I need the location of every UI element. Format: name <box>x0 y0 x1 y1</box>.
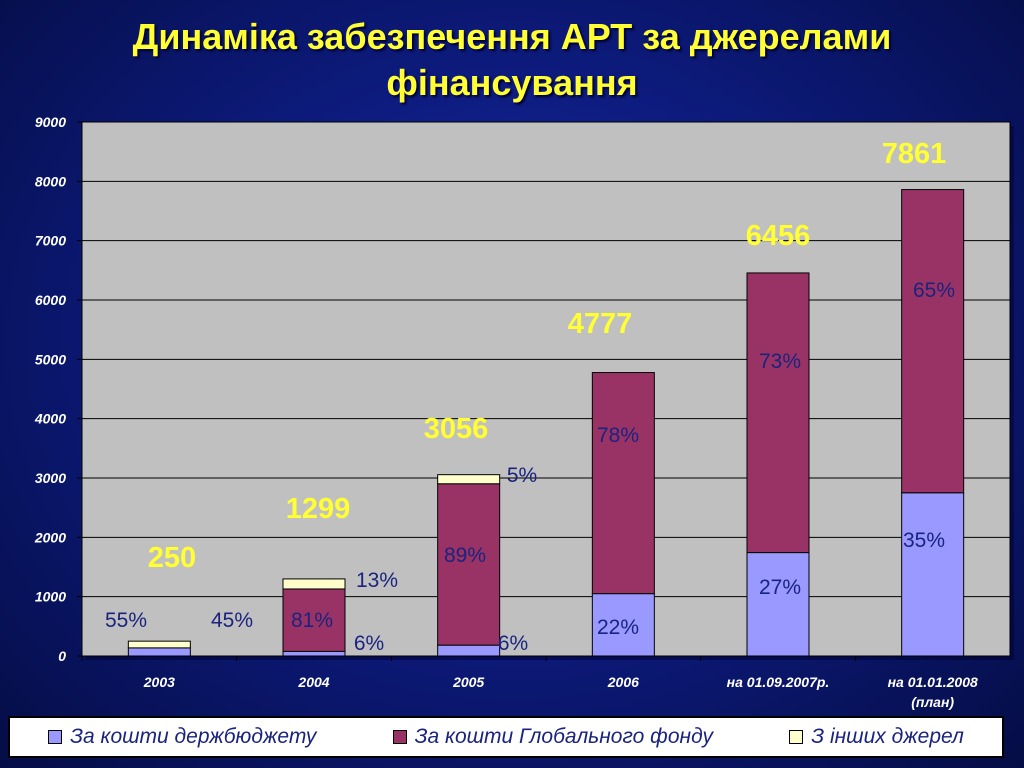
bar-segment <box>901 189 965 494</box>
y-tick-label: 0 <box>58 648 66 664</box>
percent-label: 35% <box>903 529 945 552</box>
percent-label: 27% <box>759 576 801 599</box>
legend-label: З інших джерел <box>811 725 964 748</box>
total-label: 7861 <box>882 138 947 170</box>
x-tick-label: (план) <box>911 694 954 710</box>
chart-title: Динаміка забезпечення АРТ за джерелами ф… <box>0 14 1024 106</box>
total-label: 1299 <box>286 493 351 525</box>
legend-item: За кошти держбюджету <box>48 725 316 749</box>
y-tick-label: 9000 <box>35 114 66 130</box>
percent-label: 22% <box>597 616 639 639</box>
y-tick-label: 8000 <box>35 173 66 189</box>
percent-label: 6% <box>498 632 528 655</box>
percent-label: 5% <box>507 464 537 487</box>
legend-swatch <box>789 730 804 744</box>
legend-item: З інших джерел <box>789 725 964 749</box>
x-tick-label: 2003 <box>143 674 175 690</box>
stacked-bar-chart: 0 1000 2000 3000 4000 5000 6000 7000 8000 9000 200… <box>34 114 1014 710</box>
y-tick-label: 4000 <box>34 411 66 427</box>
percent-label: 13% <box>356 569 398 592</box>
bar-segment <box>437 474 501 485</box>
x-tick-label: на 01.01.2008 <box>888 674 978 690</box>
bar-segment <box>282 588 346 652</box>
plot-area <box>81 121 1011 657</box>
percent-label: 55% <box>105 609 147 632</box>
percent-label: 78% <box>597 424 639 447</box>
legend-swatch <box>392 730 407 744</box>
percent-label: 45% <box>211 609 253 632</box>
y-tick-label: 6000 <box>35 292 66 308</box>
bar-segment <box>746 272 810 554</box>
bar-segment <box>127 647 191 657</box>
bar-segment <box>746 552 810 657</box>
y-tick-label: 1000 <box>35 589 66 605</box>
chart-title-line-2: фінансування <box>386 62 638 103</box>
total-label: 6456 <box>746 220 811 252</box>
bar-segment <box>901 492 965 657</box>
bar-segment <box>282 578 346 590</box>
y-tick-label: 7000 <box>35 233 66 249</box>
bar-segment <box>437 483 501 646</box>
percent-label: 89% <box>444 544 486 567</box>
legend-swatch <box>48 730 63 744</box>
bar-segment <box>437 644 501 657</box>
y-tick-label: 2000 <box>34 529 66 545</box>
y-tick-label: 3000 <box>35 470 66 486</box>
total-label: 250 <box>148 542 196 574</box>
chart-title-line-1: Динаміка забезпечення АРТ за джерелами <box>132 16 892 57</box>
legend-item: За кошти Глобального фонду <box>392 725 713 749</box>
legend-label: За кошти держбюджету <box>70 725 317 748</box>
legend-label: За кошти Глобального фонду <box>414 725 713 748</box>
chart-legend: За кошти держбюджету За кошти Глобального… <box>8 716 1004 758</box>
percent-label: 6% <box>354 632 384 655</box>
percent-label: 65% <box>913 279 955 302</box>
x-tick-label: 2005 <box>452 674 484 690</box>
bar-segment <box>282 650 346 657</box>
x-tick-label: на 01.09.2007р. <box>727 674 830 690</box>
total-label: 4777 <box>568 308 633 340</box>
bar-segment <box>591 372 655 595</box>
x-tick-label: 2006 <box>607 674 639 690</box>
total-label: 3056 <box>424 413 489 445</box>
percent-label: 73% <box>759 350 801 373</box>
percent-label: 81% <box>291 609 333 632</box>
bar-segment <box>127 640 191 649</box>
bar-segment <box>591 593 655 657</box>
x-tick-label: 2004 <box>297 674 329 690</box>
y-tick-label: 5000 <box>35 351 66 367</box>
